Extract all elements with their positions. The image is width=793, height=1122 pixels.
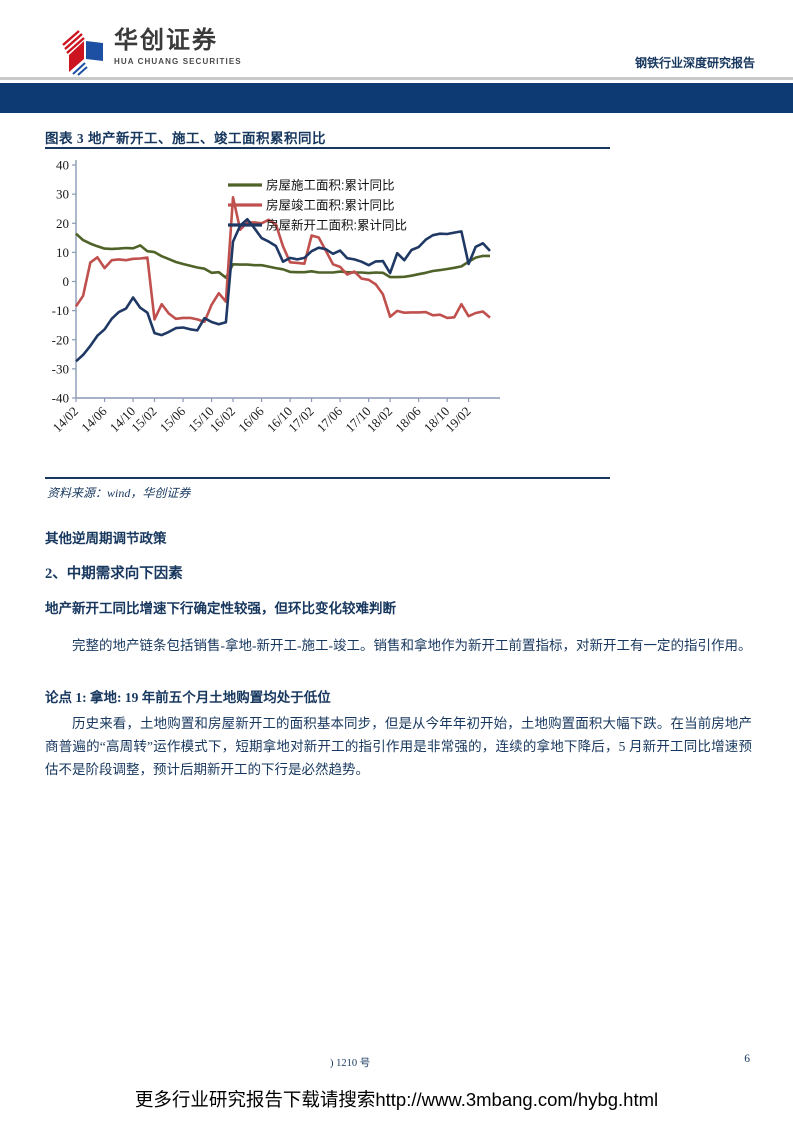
paragraph-1: 完整的地产链条包括销售-拿地-新开工-施工-竣工。销售和拿地作为新开工前置指标，… bbox=[72, 638, 752, 653]
header-navy-bar bbox=[0, 83, 793, 113]
chart-series-2 bbox=[75, 217, 491, 363]
logo-blue-face bbox=[86, 41, 103, 61]
y-tick-label: 40 bbox=[56, 158, 69, 173]
huachuang-cube-logo-icon bbox=[62, 30, 103, 76]
x-tick-label: 16/06 bbox=[235, 403, 267, 435]
promo-link[interactable]: 更多行业研究报告下载请搜索http://www.3mbang.com/hybg.… bbox=[134, 1089, 659, 1110]
x-tick-label: 14/02 bbox=[50, 404, 82, 436]
heading-section-2: 2、中期需求向下因素 bbox=[45, 566, 183, 582]
x-tick-label: 15/02 bbox=[128, 404, 160, 436]
y-tick-label: 0 bbox=[63, 274, 70, 289]
x-tick-label: 15/06 bbox=[157, 403, 189, 435]
x-tick-label: 18/02 bbox=[364, 404, 396, 436]
x-tick-label: 14/06 bbox=[78, 403, 110, 435]
heading-subsection: 地产新开工同比增速下行确定性较强，但环比变化较难判断 bbox=[45, 601, 396, 616]
x-tick-label: 17/02 bbox=[285, 404, 317, 436]
heading-other-policy: 其他逆周期调节政策 bbox=[45, 531, 167, 546]
y-tick-label: 30 bbox=[56, 187, 69, 202]
legend-label-1: 房屋竣工面积:累计同比 bbox=[266, 198, 394, 213]
line-chart: -40-30-20-1001020304014/0214/0614/1015/0… bbox=[50, 158, 500, 436]
chart-series-0 bbox=[75, 232, 490, 279]
x-tick-label: 19/02 bbox=[442, 404, 474, 436]
brand-name-en: HUA CHUANG SECURITIES bbox=[114, 57, 242, 66]
figure-top-rule bbox=[45, 147, 610, 149]
brand-name-cn: 华创证券 bbox=[114, 27, 218, 54]
header-gray-rule bbox=[0, 77, 793, 80]
heading-point-1: 论点 1: 拿地: 19 年前五个月土地购置均处于低位 bbox=[45, 690, 331, 705]
filing-number: ) 1210 号 bbox=[330, 1058, 371, 1069]
legend-label-0: 房屋施工面积:累计同比 bbox=[266, 178, 394, 193]
y-tick-label: -40 bbox=[52, 391, 69, 406]
chart-series-1 bbox=[74, 195, 491, 323]
figure-title: 图表 3 地产新开工、施工、竣工面积累积同比 bbox=[45, 131, 326, 146]
page-number: 6 bbox=[744, 1053, 750, 1065]
y-tick-label: -10 bbox=[52, 303, 69, 318]
x-tick-label: 17/06 bbox=[314, 403, 346, 435]
y-tick-label: 10 bbox=[56, 245, 69, 260]
figure-source: 资料来源：wind，华创证券 bbox=[47, 486, 191, 500]
brand-logo: 华创证券 HUA CHUANG SECURITIES bbox=[62, 28, 242, 76]
y-tick-label: -20 bbox=[52, 332, 69, 347]
x-tick-label: 18/06 bbox=[392, 403, 424, 435]
legend-label-2: 房屋新开工面积:累计同比 bbox=[266, 218, 407, 233]
x-tick-label: 16/02 bbox=[207, 404, 239, 436]
logo-red-stripes bbox=[62, 30, 85, 54]
y-tick-label: -30 bbox=[52, 361, 69, 376]
figure-bottom-rule bbox=[45, 477, 610, 479]
logo-red-face bbox=[69, 41, 84, 72]
report-type-label: 钢铁行业深度研究报告 bbox=[634, 56, 755, 70]
y-tick-label: 20 bbox=[56, 216, 69, 231]
logo-blue-stripes bbox=[72, 62, 88, 76]
paragraph-2: 历史来看，土地购置和房屋新开工的面积基本同步，但是从今年年初开始，土地购置面积大… bbox=[45, 716, 752, 777]
